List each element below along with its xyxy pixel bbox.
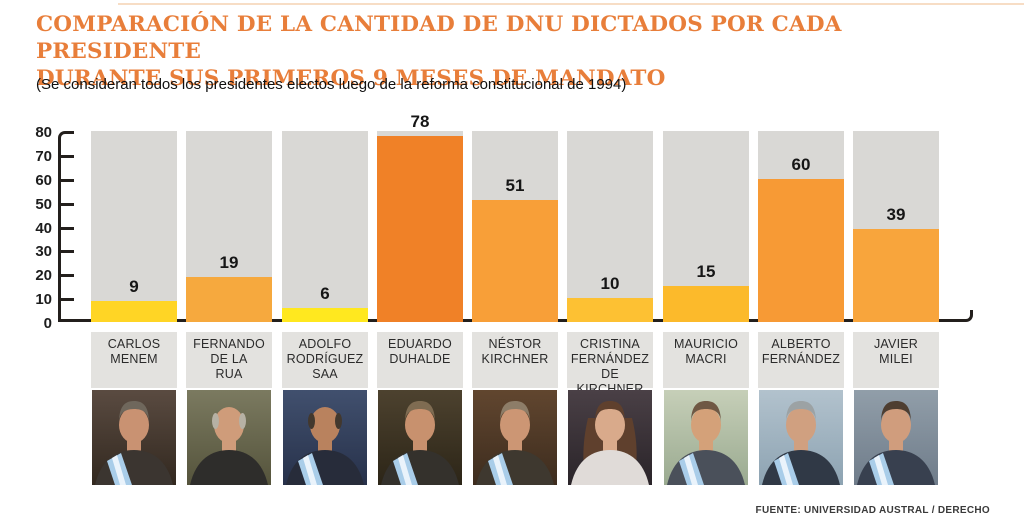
y-axis-line: [58, 131, 74, 322]
president-name-line: KIRCHNER: [481, 352, 549, 366]
president-photo: [568, 390, 652, 485]
page-subtitle: (Se consideran todos los presidentes ele…: [36, 76, 627, 93]
president-name-line: MACRI: [685, 352, 727, 366]
y-tick-label-40: 40: [35, 219, 52, 237]
bar-value-label: 10: [600, 274, 620, 294]
president-name-line: DUHALDE: [389, 352, 451, 366]
president-photo: [378, 390, 462, 485]
president-name-line: ALBERTO: [771, 337, 831, 351]
bar: [853, 229, 939, 322]
president-name-line: EDUARDO: [388, 337, 452, 351]
president-name: EDUARDO DUHALDE: [377, 332, 463, 388]
y-tick-30: [61, 250, 74, 254]
bar: [567, 298, 653, 322]
y-tick-label-20: 20: [35, 267, 52, 285]
column-bg: [282, 131, 368, 322]
president-name-line: FERNÁNDEZ: [570, 352, 650, 366]
bar-value-label: 6: [320, 283, 330, 303]
president-name: CRISTINA FERNÁNDEZ DE KIRCHNER: [567, 332, 653, 396]
president-name-line: MILEI: [879, 352, 913, 366]
y-tick-70: [61, 154, 74, 158]
bar-value-label: 78: [410, 111, 430, 131]
president-name-line: CARLOS: [107, 337, 161, 351]
bar-value-label: 51: [505, 176, 525, 196]
president-name-line: SAA: [312, 367, 338, 381]
column-bg: [663, 131, 749, 322]
y-tick-label-60: 60: [35, 171, 52, 189]
president-name-line: MENEM: [110, 352, 158, 366]
president-name-line: RODRÍGUEZ: [286, 352, 364, 366]
column-bg: [567, 131, 653, 322]
column-bg: [91, 131, 177, 322]
president-portrait-icon: [667, 401, 745, 485]
president-name: ADOLFO RODRÍGUEZ SAA: [282, 332, 368, 388]
column-bg: [377, 131, 463, 322]
y-tick-50: [61, 202, 74, 206]
president-name: JAVIER MILEI: [853, 332, 939, 388]
president-portrait-icon: [381, 401, 459, 485]
president-portrait-icon: [95, 401, 173, 485]
president-portrait-icon: [857, 401, 935, 485]
bar: [472, 200, 558, 322]
bar: [758, 179, 844, 322]
president-name-line: JAVIER: [873, 337, 919, 351]
president-name: NÉSTOR KIRCHNER: [472, 332, 558, 388]
bar: [663, 286, 749, 322]
y-tick-20: [61, 274, 74, 278]
president-name: CARLOS MENEM: [91, 332, 177, 388]
president-photo: [283, 390, 367, 485]
bar: [91, 301, 177, 322]
president-name: ALBERTO FERNÁNDEZ: [758, 332, 844, 388]
source-credit: FUENTE: UNIVERSIDAD AUSTRAL / DERECHO: [755, 505, 990, 516]
top-accent-line: [118, 3, 1024, 5]
y-tick-10: [61, 298, 74, 302]
y-tick-40: [61, 226, 74, 230]
president-photo: [759, 390, 843, 485]
president-name: MAURICIO MACRI: [663, 332, 749, 388]
president-name-line: RUA: [215, 367, 243, 381]
page-title-line1: COMPARACIÓN DE LA CANTIDAD DE DNU DICTAD…: [36, 12, 842, 64]
bar-value-label: 60: [791, 154, 811, 174]
president-name-line: MAURICIO: [673, 337, 739, 351]
president-photo: [187, 390, 271, 485]
president-name-line: DE LA: [210, 352, 248, 366]
y-tick-label-80: 80: [35, 124, 52, 141]
y-tick-label-50: 50: [35, 195, 52, 213]
president-name-line: NÉSTOR: [488, 337, 542, 351]
y-tick-label-10: 10: [35, 291, 52, 309]
president-name-line: CRISTINA: [580, 337, 640, 351]
president-name-line: ADOLFO: [298, 337, 352, 351]
president-portrait-icon: [190, 407, 268, 485]
president-portrait-icon: [571, 401, 649, 485]
bar: [186, 277, 272, 322]
bar-value-label: 39: [886, 204, 906, 224]
page-title-line2: DURANTE SUS PRIMEROS 9 MESES DE MANDATO: [36, 66, 666, 91]
bar-value-label: 9: [129, 276, 139, 296]
president-name-line: FERNÁNDEZ: [761, 352, 841, 366]
column-bg: [472, 131, 558, 322]
y-tick-label-0: 0: [43, 315, 52, 332]
president-photo: [473, 390, 557, 485]
y-tick-60: [61, 178, 74, 182]
president-photo: [854, 390, 938, 485]
page-title: COMPARACIÓN DE LA CANTIDAD DE DNU DICTAD…: [36, 11, 996, 92]
president-portrait-icon: [476, 401, 554, 485]
column-bg: [853, 131, 939, 322]
bar: [377, 136, 463, 322]
y-tick-label-70: 70: [35, 147, 52, 165]
column-bg: [186, 131, 272, 322]
president-photo: [92, 390, 176, 485]
president-name: FERNANDO DE LA RUA: [186, 332, 272, 388]
president-portrait-icon: [286, 407, 364, 485]
bar-value-label: 19: [219, 252, 239, 272]
president-photo: [664, 390, 748, 485]
y-tick-label-30: 30: [35, 243, 52, 261]
column-bg: [758, 131, 844, 322]
president-name-line: FERNANDO: [193, 337, 265, 351]
president-portrait-icon: [762, 401, 840, 485]
bar: [282, 308, 368, 322]
bar-value-label: 15: [696, 262, 716, 282]
